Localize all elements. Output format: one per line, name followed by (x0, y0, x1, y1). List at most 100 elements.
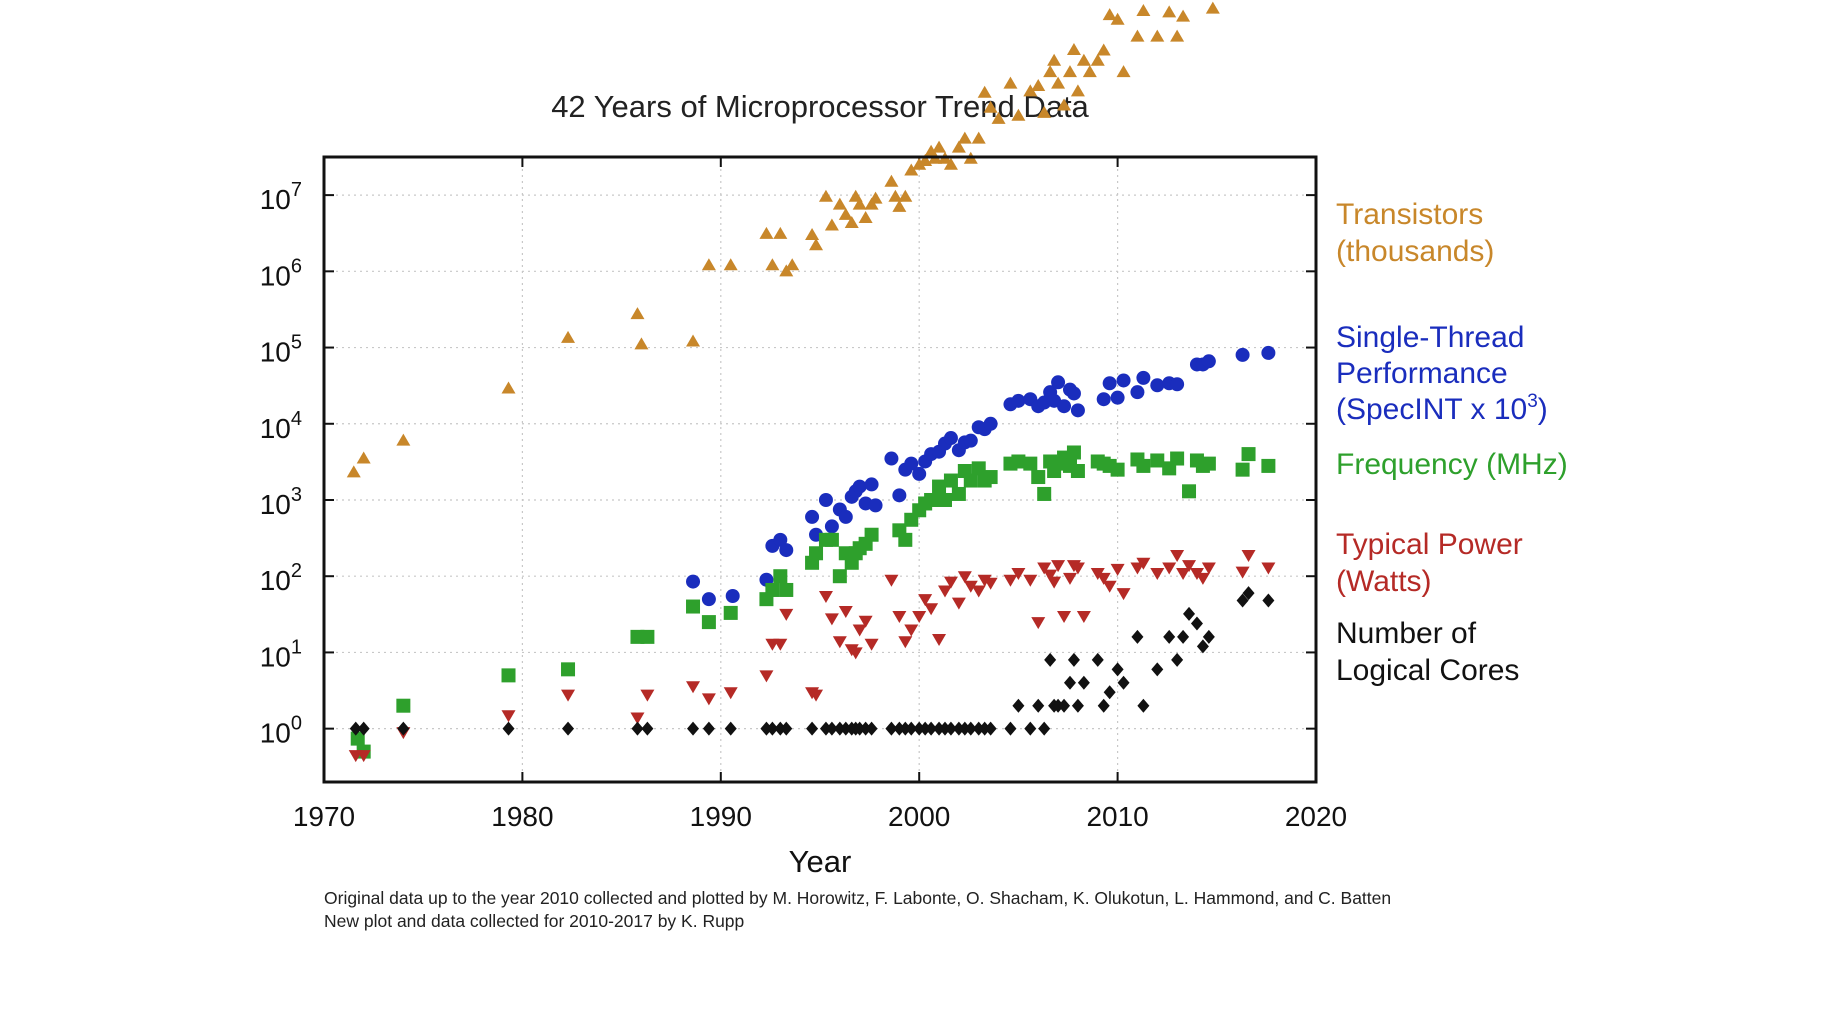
x-tick-label: 1990 (690, 801, 752, 832)
data-point (1261, 562, 1276, 575)
data-point (501, 710, 516, 723)
data-point (1150, 453, 1165, 468)
data-point (779, 608, 794, 621)
data-point (1051, 76, 1066, 89)
data-point (1102, 8, 1117, 21)
data-point (852, 479, 867, 494)
data-point (1070, 464, 1085, 479)
data-point (686, 574, 701, 589)
data-point (1011, 454, 1026, 469)
data-point (1150, 29, 1165, 42)
data-point (809, 546, 824, 561)
data-point (1047, 53, 1062, 66)
data-point (1102, 376, 1117, 391)
data-point (1102, 580, 1117, 593)
data-point (892, 611, 907, 624)
data-point (991, 111, 1006, 124)
data-point (1177, 629, 1190, 644)
data-point (1090, 53, 1105, 66)
data-point (1037, 562, 1052, 575)
data-point (832, 636, 847, 649)
data-point (759, 670, 774, 683)
data-point (1070, 562, 1085, 575)
data-point (1162, 5, 1177, 18)
data-point (951, 486, 966, 501)
data-point (892, 199, 907, 212)
data-point (957, 131, 972, 144)
data-point (868, 191, 883, 204)
data-point (1150, 378, 1165, 393)
data-point (701, 592, 716, 607)
data-point (501, 381, 516, 394)
data-point (864, 477, 879, 492)
data-point (888, 189, 903, 202)
legend-entry-line: Frequency (MHz) (1336, 448, 1568, 481)
data-point (1057, 611, 1072, 624)
data-point (864, 197, 879, 210)
data-point (884, 174, 899, 187)
data-point (1037, 105, 1052, 118)
data-point (1205, 1, 1220, 14)
data-point (832, 569, 847, 584)
data-point (631, 721, 644, 736)
x-tick-label: 2020 (1285, 801, 1347, 832)
data-point (1077, 675, 1090, 690)
legend-entry-line: Typical Power (1336, 528, 1523, 561)
data-point (1241, 447, 1256, 462)
data-point (951, 597, 966, 610)
series-3 (348, 549, 1276, 763)
data-point (924, 492, 939, 507)
data-point (944, 721, 957, 736)
legend: Transistors (thousands) Single-ThreadPerfo… (1336, 198, 1568, 687)
x-tick-label: 2000 (888, 801, 950, 832)
legend-entry-line: (thousands) (1336, 235, 1494, 268)
data-point (884, 451, 899, 466)
data-point (1242, 586, 1255, 601)
data-point (1182, 560, 1197, 573)
data-point (824, 613, 839, 626)
data-point (1171, 652, 1184, 667)
data-point (1066, 445, 1081, 460)
data-point (865, 721, 878, 736)
data-point (1196, 639, 1209, 654)
data-point (809, 689, 824, 702)
data-point (1136, 370, 1151, 385)
x-axis-ticks: 1970 1980 1990 2000 2010 2020 (293, 157, 1347, 832)
data-point (561, 330, 576, 343)
x-tick-label: 2010 (1086, 801, 1148, 832)
data-point (971, 461, 986, 476)
data-point (904, 456, 919, 471)
data-point (1195, 572, 1210, 585)
legend-entry-line: Single-Thread (1336, 321, 1524, 354)
data-point (864, 638, 879, 651)
data-point (1047, 576, 1062, 589)
data-point (396, 698, 411, 713)
data-point (932, 140, 947, 153)
data-point (1003, 76, 1018, 89)
data-point (838, 207, 853, 220)
data-point (1023, 456, 1038, 471)
data-point (773, 569, 788, 584)
data-point (1170, 29, 1185, 42)
data-point (686, 599, 701, 614)
data-point (1044, 652, 1057, 667)
data-point (1262, 593, 1275, 608)
data-point (905, 721, 918, 736)
data-point (1130, 385, 1145, 400)
data-point (1043, 65, 1058, 78)
data-point (858, 615, 873, 628)
data-point (963, 580, 978, 593)
data-point (1012, 698, 1025, 713)
data-point (1023, 574, 1038, 587)
data-point (1011, 393, 1026, 408)
data-point (1116, 65, 1131, 78)
data-point (971, 131, 986, 144)
data-point (1151, 662, 1164, 677)
data-point (832, 197, 847, 210)
data-point (848, 647, 863, 660)
data-point (943, 576, 958, 589)
data-point (1235, 347, 1250, 362)
data-point (1110, 563, 1125, 576)
data-point (964, 721, 977, 736)
data-point (1011, 108, 1026, 121)
